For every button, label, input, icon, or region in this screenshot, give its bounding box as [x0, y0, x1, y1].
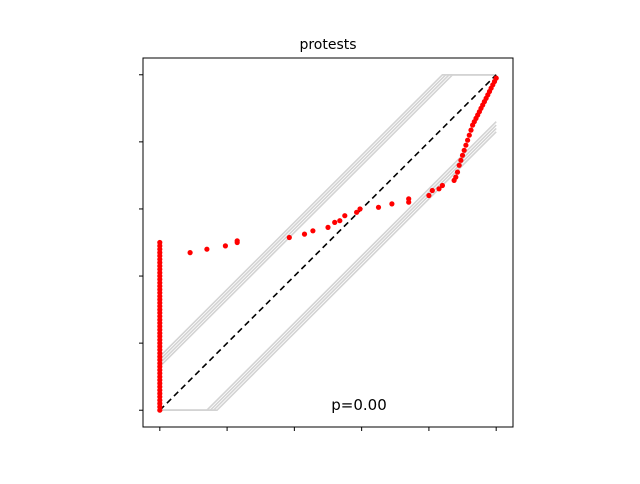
data-point: [310, 228, 316, 234]
data-point: [458, 157, 464, 163]
data-point: [454, 169, 461, 175]
data-point: [357, 206, 363, 212]
data-point: [337, 218, 343, 224]
data-point: [459, 152, 466, 158]
reference-line: [159, 74, 497, 411]
data-point: [468, 127, 474, 133]
data-points: [157, 75, 499, 413]
axis-ticks: [139, 74, 497, 431]
data-point: [375, 204, 382, 210]
reference-line-group: [159, 74, 497, 411]
data-point: [301, 231, 308, 237]
envelope-lines: [159, 74, 497, 412]
data-point: [234, 238, 240, 244]
data-point: [465, 137, 471, 143]
axes-frame: [142, 57, 514, 428]
data-point: [466, 132, 472, 138]
data-point: [342, 213, 348, 219]
envelope-line: [159, 74, 497, 368]
data-point: [157, 239, 163, 246]
data-point: [325, 224, 331, 230]
data-point: [439, 182, 445, 189]
data-point: [406, 196, 412, 202]
data-point: [332, 219, 338, 225]
p-value-annotation: p=0.00: [331, 396, 387, 414]
data-point: [463, 142, 469, 148]
data-point: [453, 174, 459, 180]
data-point: [426, 192, 432, 199]
data-point: [436, 186, 442, 192]
data-point: [461, 147, 467, 153]
data-point: [354, 209, 360, 215]
data-point: [389, 201, 395, 207]
data-point: [429, 187, 435, 194]
data-point: [204, 246, 210, 252]
data-point: [187, 250, 193, 256]
data-point: [222, 243, 228, 249]
chart-title: protests: [299, 37, 356, 53]
data-point: [286, 234, 292, 241]
envelope-line: [159, 131, 497, 412]
data-point: [493, 75, 499, 81]
data-point: [456, 162, 462, 168]
